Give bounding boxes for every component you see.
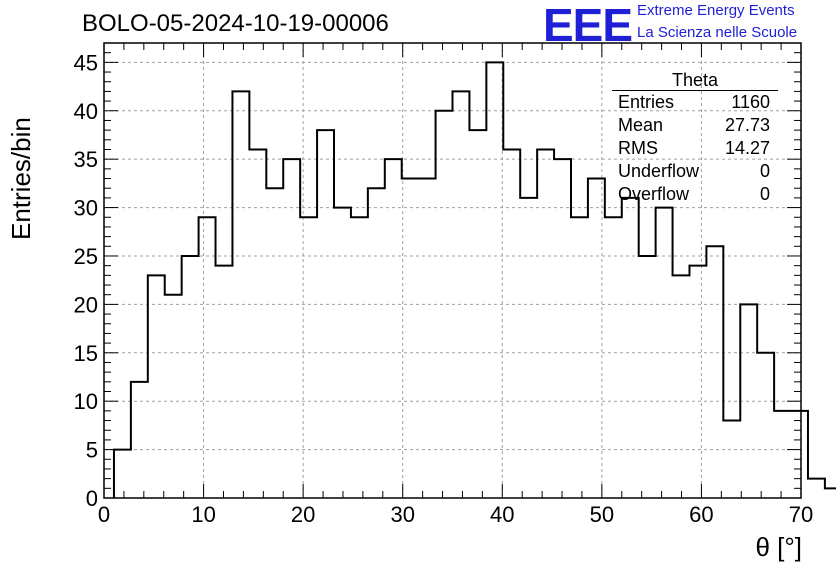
histogram-bin — [554, 159, 571, 498]
histogram-bin — [165, 295, 182, 498]
x-tick-label: 10 — [191, 502, 215, 527]
histogram-bin — [571, 217, 588, 498]
histogram-bin — [317, 130, 334, 498]
plot-frame — [103, 42, 802, 499]
histogram-bin — [114, 450, 131, 498]
stats-row-entries: Entries 1160 — [612, 91, 778, 114]
histogram-bin — [351, 217, 368, 498]
x-tick-label: 30 — [390, 502, 414, 527]
y-tick-label: 45 — [74, 50, 98, 75]
histogram-bin — [689, 266, 706, 498]
histogram-series — [112, 61, 836, 498]
histogram-bin — [808, 479, 825, 498]
logo-tagline-2: La Scienza nelle Scuole — [637, 24, 798, 41]
histogram-bin — [656, 208, 673, 498]
stats-box: Theta Entries 1160 Mean 27.73 RMS 14.27 … — [612, 70, 778, 206]
y-tick-label: 0 — [86, 486, 98, 511]
histogram-bin — [216, 266, 233, 498]
stats-label: Mean — [618, 115, 664, 135]
y-tick-label: 5 — [86, 438, 98, 463]
histogram-bin — [825, 488, 836, 498]
histogram-bin — [436, 111, 453, 498]
stats-row-mean: Mean 27.73 — [612, 114, 778, 137]
y-tick-label: 15 — [74, 341, 98, 366]
histogram-bin — [249, 149, 266, 498]
histogram-bin — [723, 421, 740, 498]
y-axis-label: Entries/bin — [6, 117, 36, 240]
histogram-bin — [503, 149, 520, 498]
histogram-bin — [622, 198, 639, 498]
y-tick-label: 40 — [74, 99, 98, 124]
histogram-bin — [537, 149, 554, 498]
x-axis-label: θ [°] — [755, 532, 802, 562]
eee-logo: EEE — [543, 0, 633, 51]
y-tick-label: 30 — [74, 196, 98, 221]
histogram-bin — [740, 304, 757, 498]
axis-ticks — [103, 42, 802, 499]
histogram-bin — [368, 188, 385, 498]
x-tick-label: 70 — [789, 502, 813, 527]
histogram-bin — [419, 179, 436, 498]
stats-row-overflow: Overflow 0 — [612, 183, 778, 206]
histogram-bin — [757, 353, 774, 498]
histogram-bin — [673, 275, 690, 498]
histogram-bin — [520, 198, 537, 498]
histogram-bin — [283, 159, 300, 498]
y-tick-label: 25 — [74, 244, 98, 269]
histogram-bin — [199, 217, 216, 498]
y-tick-label: 20 — [74, 292, 98, 317]
histogram-bin — [774, 411, 791, 498]
y-tick-label: 35 — [74, 147, 98, 172]
x-tick-label: 0 — [98, 502, 110, 527]
x-tick-label: 20 — [291, 502, 315, 527]
histogram-bin — [131, 382, 148, 498]
histogram-bin — [791, 411, 808, 498]
histogram-bin — [453, 91, 470, 498]
axes-frame — [103, 42, 802, 499]
histogram-bin — [266, 188, 283, 498]
y-tick-label: 10 — [74, 389, 98, 414]
x-tick-label: 60 — [689, 502, 713, 527]
stats-value: 1160 — [731, 92, 770, 112]
stats-label: Entries — [618, 92, 675, 112]
stats-value: 14.27 — [724, 138, 770, 158]
histogram-bin — [300, 217, 317, 498]
histogram-bin — [469, 130, 486, 498]
histogram-bin — [334, 208, 351, 498]
stats-value: 0 — [759, 184, 770, 204]
x-tick-label: 40 — [490, 502, 514, 527]
grid-lines — [104, 43, 801, 498]
histogram-bin — [605, 217, 622, 498]
stats-value: 27.73 — [724, 115, 770, 135]
stats-value: 0 — [759, 161, 770, 181]
histogram-bin — [588, 179, 605, 498]
histogram-bin — [706, 246, 723, 498]
histogram-bin — [148, 275, 165, 498]
stats-row-underflow: Underflow 0 — [612, 160, 778, 183]
stats-label: RMS — [618, 138, 658, 158]
logo-tagline-1: Extreme Energy Events — [637, 2, 795, 19]
histogram-line — [112, 61, 836, 498]
histogram-bin — [385, 159, 402, 498]
stats-label: Overflow — [618, 184, 690, 204]
axis-tick-labels: 0 10 20 30 40 50 60 70 0 5 10 15 20 25 30 35 40 45 — [74, 50, 814, 527]
histogram-bin — [232, 91, 249, 498]
stats-row-rms: RMS 14.27 — [612, 137, 778, 160]
histogram-bin — [639, 256, 656, 498]
run-title: BOLO-05-2024-10-19-00006 — [82, 10, 389, 37]
stats-title: Theta — [612, 70, 778, 91]
histogram-bin — [182, 256, 199, 498]
stats-label: Underflow — [618, 161, 700, 181]
histogram-bin — [486, 62, 503, 498]
histogram-bin — [402, 179, 419, 498]
x-tick-label: 50 — [590, 502, 614, 527]
